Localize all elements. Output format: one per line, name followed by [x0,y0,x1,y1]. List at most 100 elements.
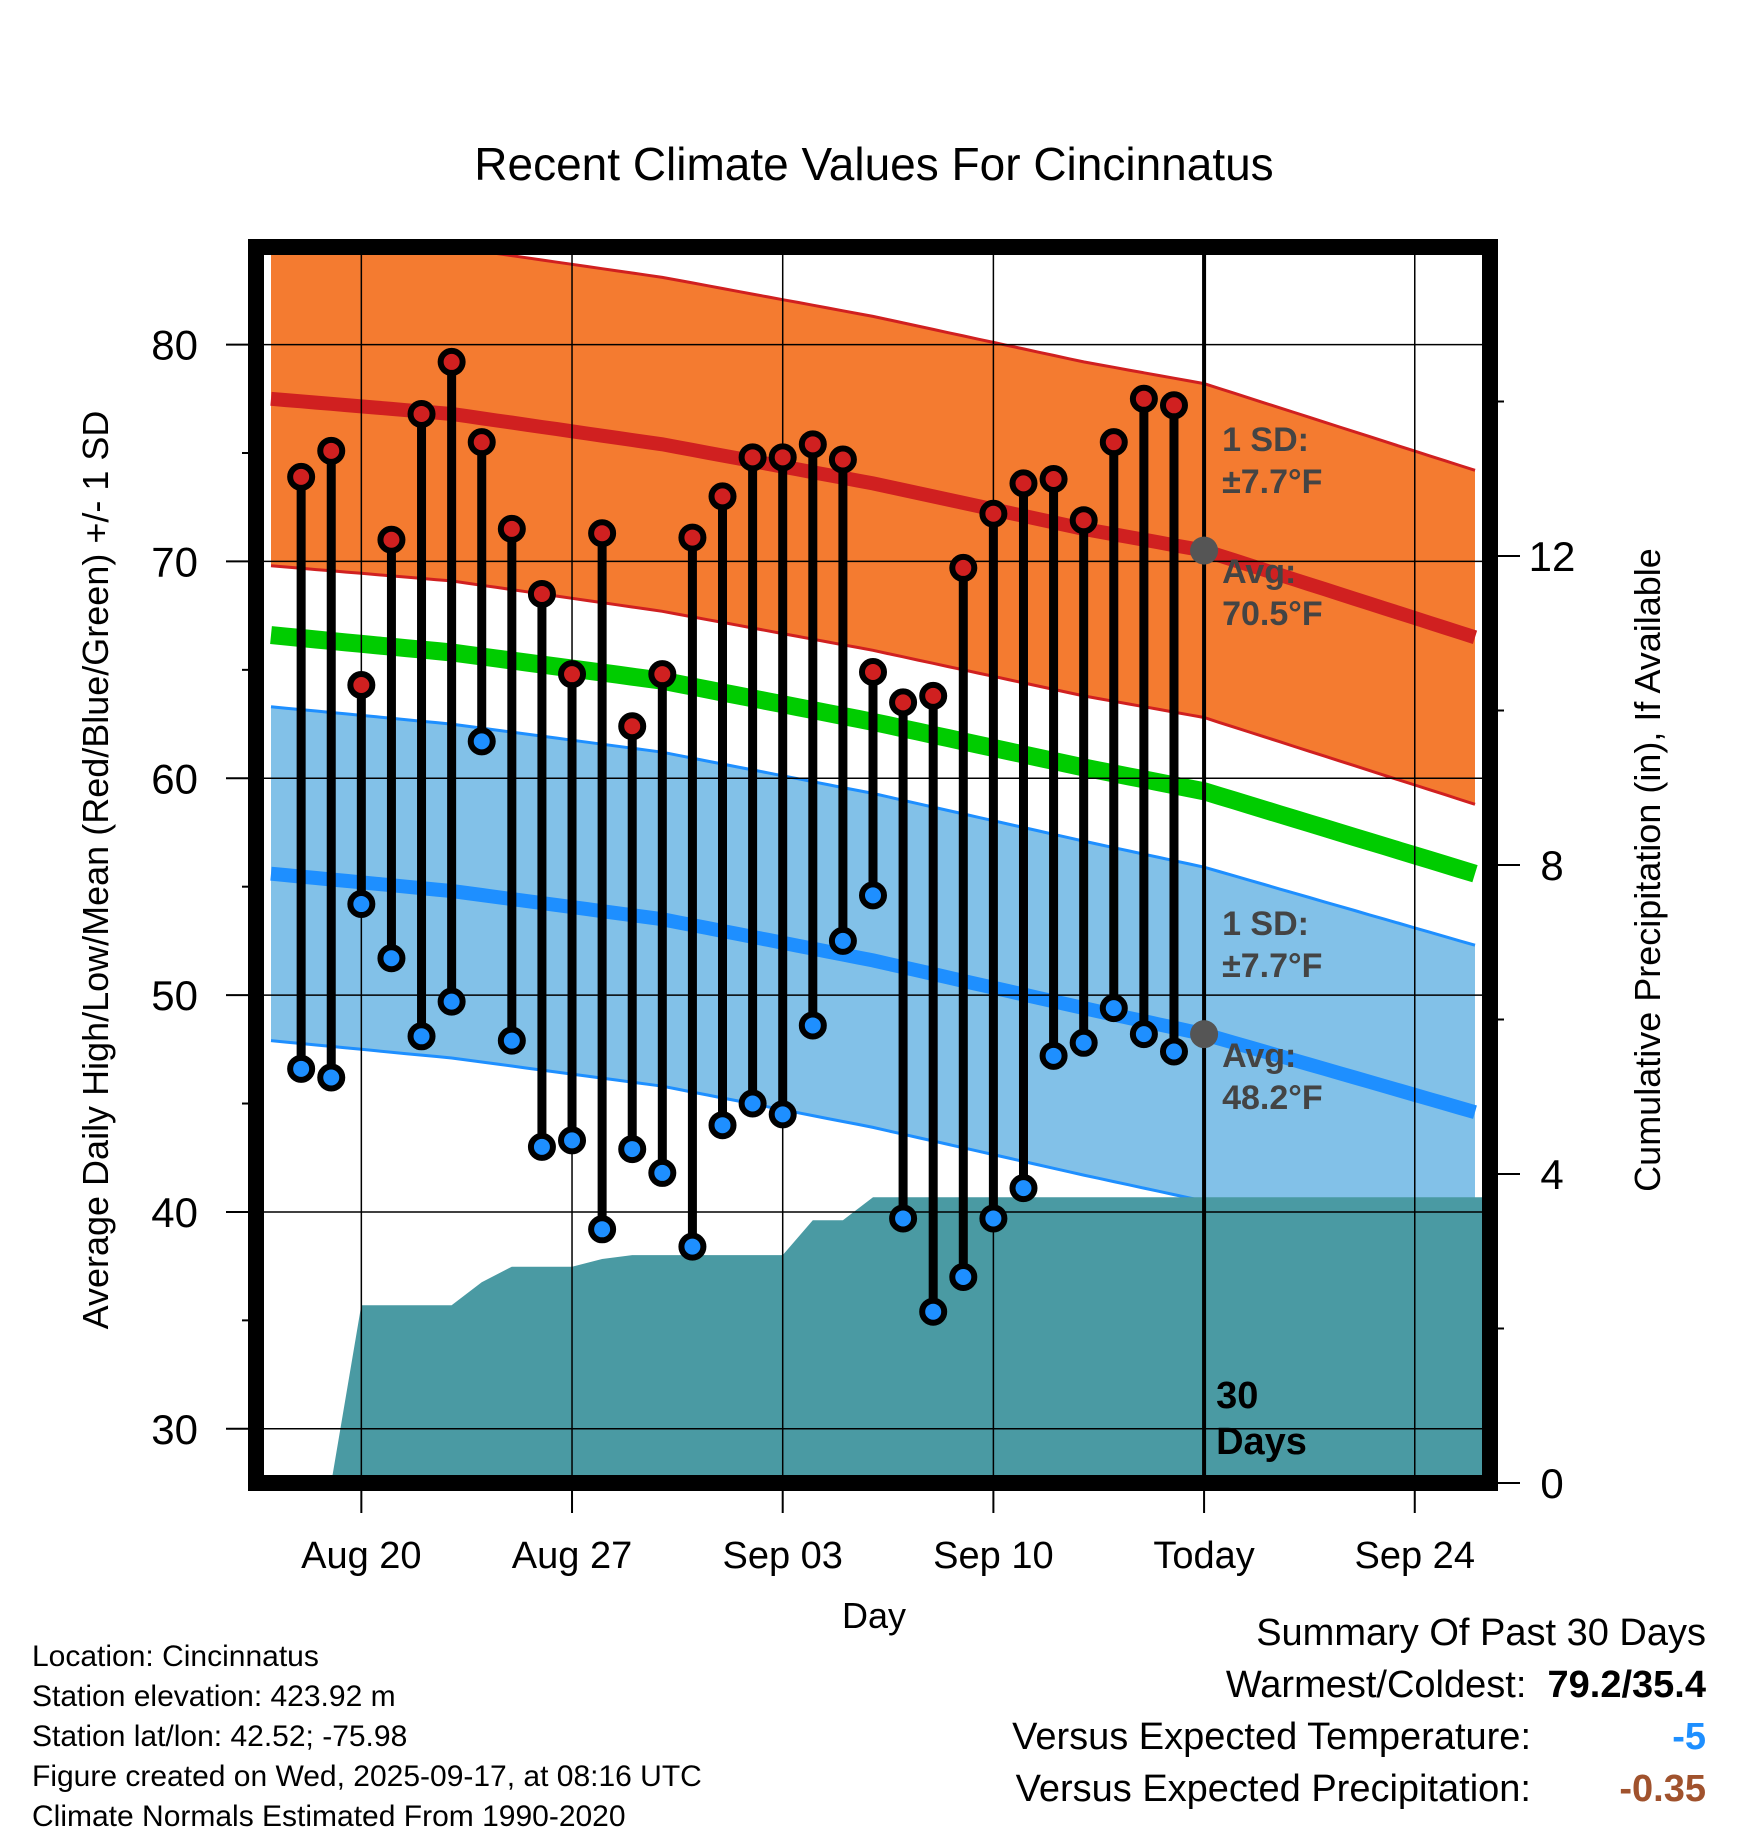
daily-low-point [889,1204,918,1233]
summary-temp-label: Versus Expected Temperature: [1012,1716,1531,1758]
daily-high-point [287,462,316,491]
daily-low-point [768,1100,797,1129]
x-tick-label: Sep 24 [1355,1535,1475,1577]
daily-high-point [738,443,767,472]
y-tick-label: 80 [151,322,198,369]
daily-low-point [1069,1028,1098,1057]
daily-low-point [949,1263,978,1291]
daily-low-point [648,1158,677,1187]
daily-high-point [1039,465,1068,494]
summary-warmest-label: Warmest/Coldest: [1225,1664,1527,1706]
daily-high-point [497,514,526,543]
chart-title: Recent Climate Values For Cincinnatus [474,138,1273,190]
daily-low-point [979,1204,1008,1233]
axes: 30 40 50 60 70 80 0 4 8 12 Aug 20 Aug 27 Sep 03 Sep 1… [151,239,1576,1577]
high-sd-upper-edge [489,254,1476,472]
footer-latlon: Station lat/lon: 42.52; -75.98 [32,1720,408,1753]
daily-high-point [588,519,617,548]
precipitation-area [332,1197,1483,1476]
daily-low-point [1039,1041,1068,1070]
y-tick-label: 40 [151,1189,198,1236]
daily-high-point [1009,469,1038,498]
summary-temperature: Versus Expected Temperature: -5 [1012,1716,1706,1759]
y-axis-label: Average Daily High/Low/Mean (Red/Blue/Gr… [75,411,116,1330]
summary-warmest: Warmest/Coldest: 79.2/35.4 [1226,1664,1706,1707]
daily-low-point [1009,1174,1038,1203]
summary-warmest-value: 79.2/35.4 [1547,1664,1706,1706]
daily-high-point [558,660,587,689]
y2-tick-label: 8 [1540,842,1563,889]
daily-high-point [618,712,647,741]
summary-precipitation: Versus Expected Precipitation: -0.35 [1016,1768,1706,1811]
footer-elevation: Station elevation: 423.92 m [32,1680,396,1713]
y2-axis-label: Cumulative Precipitation (in), If Availa… [1627,548,1668,1192]
daily-low-point [828,926,857,955]
normal-low-line [270,866,1477,1119]
x-tick-label: Aug 27 [512,1535,632,1577]
daily-high-point [407,399,436,428]
footer-created: Figure created on Wed, 2025-09-17, at 08… [32,1760,702,1793]
summary-precip-value: -0.35 [1619,1768,1706,1810]
daily-high-point [347,671,376,700]
y2-tick-label: 4 [1540,1151,1563,1198]
daily-low-point [738,1089,767,1118]
y2-tick-label: 12 [1529,533,1576,580]
daily-low-point [1129,1020,1158,1049]
daily-high-point [1069,506,1098,535]
x-tick-label: Sep 03 [722,1535,842,1577]
high-sd-annotation: 1 SD: [1222,421,1309,459]
daily-low-point [317,1063,346,1092]
x-tick-label: Today [1153,1535,1254,1577]
today-days-label: 30 [1216,1375,1258,1417]
daily-high-point [648,660,677,689]
footer-location: Location: Cincinnatus [32,1640,319,1673]
daily-low-point [527,1132,556,1161]
x-tick-label: Sep 10 [933,1535,1053,1577]
daily-high-point [859,658,887,687]
daily-high-point [678,523,707,552]
high-avg-annotation: 70.5°F [1222,595,1323,633]
daily-high-point [1129,384,1158,413]
low-sd-annotation: 1 SD: [1222,905,1309,943]
low-avg-annotation: Avg: [1222,1037,1296,1075]
daily-high-point [527,579,556,608]
daily-low-point [497,1026,526,1055]
daily-low-point [1099,994,1128,1023]
x-tick-label: Aug 20 [301,1535,421,1577]
y-tick-label: 50 [151,972,198,1019]
low-avg-annotation: 48.2°F [1222,1079,1323,1117]
high-sd-annotation: ±7.7°F [1222,463,1322,501]
daily-high-point [1159,391,1188,420]
daily-low-point [467,727,496,756]
daily-low-point [588,1215,617,1244]
daily-low-point [708,1111,737,1140]
daily-high-point [437,347,466,376]
daily-low-point [558,1126,587,1155]
x-axis-label: Day [842,1595,906,1636]
daily-high-point [979,499,1008,528]
normal-high-line [270,391,1478,644]
y2-tick-label: 0 [1540,1460,1563,1507]
daily-low-point [377,944,406,973]
high-avg-annotation: Avg: [1222,553,1296,591]
daily-high-point [1099,428,1128,457]
daily-low-point [798,1011,827,1040]
daily-high-point [798,430,827,459]
daily-high-point [377,525,406,554]
summary-temp-value: -5 [1672,1716,1706,1758]
daily-low-point [287,1054,316,1083]
daily-low-point [678,1232,707,1261]
daily-low-point [919,1297,948,1326]
high-sd-lower-edge [270,564,1476,806]
daily-low-point [618,1135,647,1164]
daily-low-point [1159,1037,1188,1066]
daily-low-point [859,881,887,910]
daily-high-point [828,445,857,474]
daily-low-point [347,890,376,919]
avg-low-dot [1190,1020,1219,1049]
summary-precip-label: Versus Expected Precipitation: [1015,1768,1531,1810]
daily-low-point [437,987,466,1016]
y-tick-label: 70 [151,538,198,585]
